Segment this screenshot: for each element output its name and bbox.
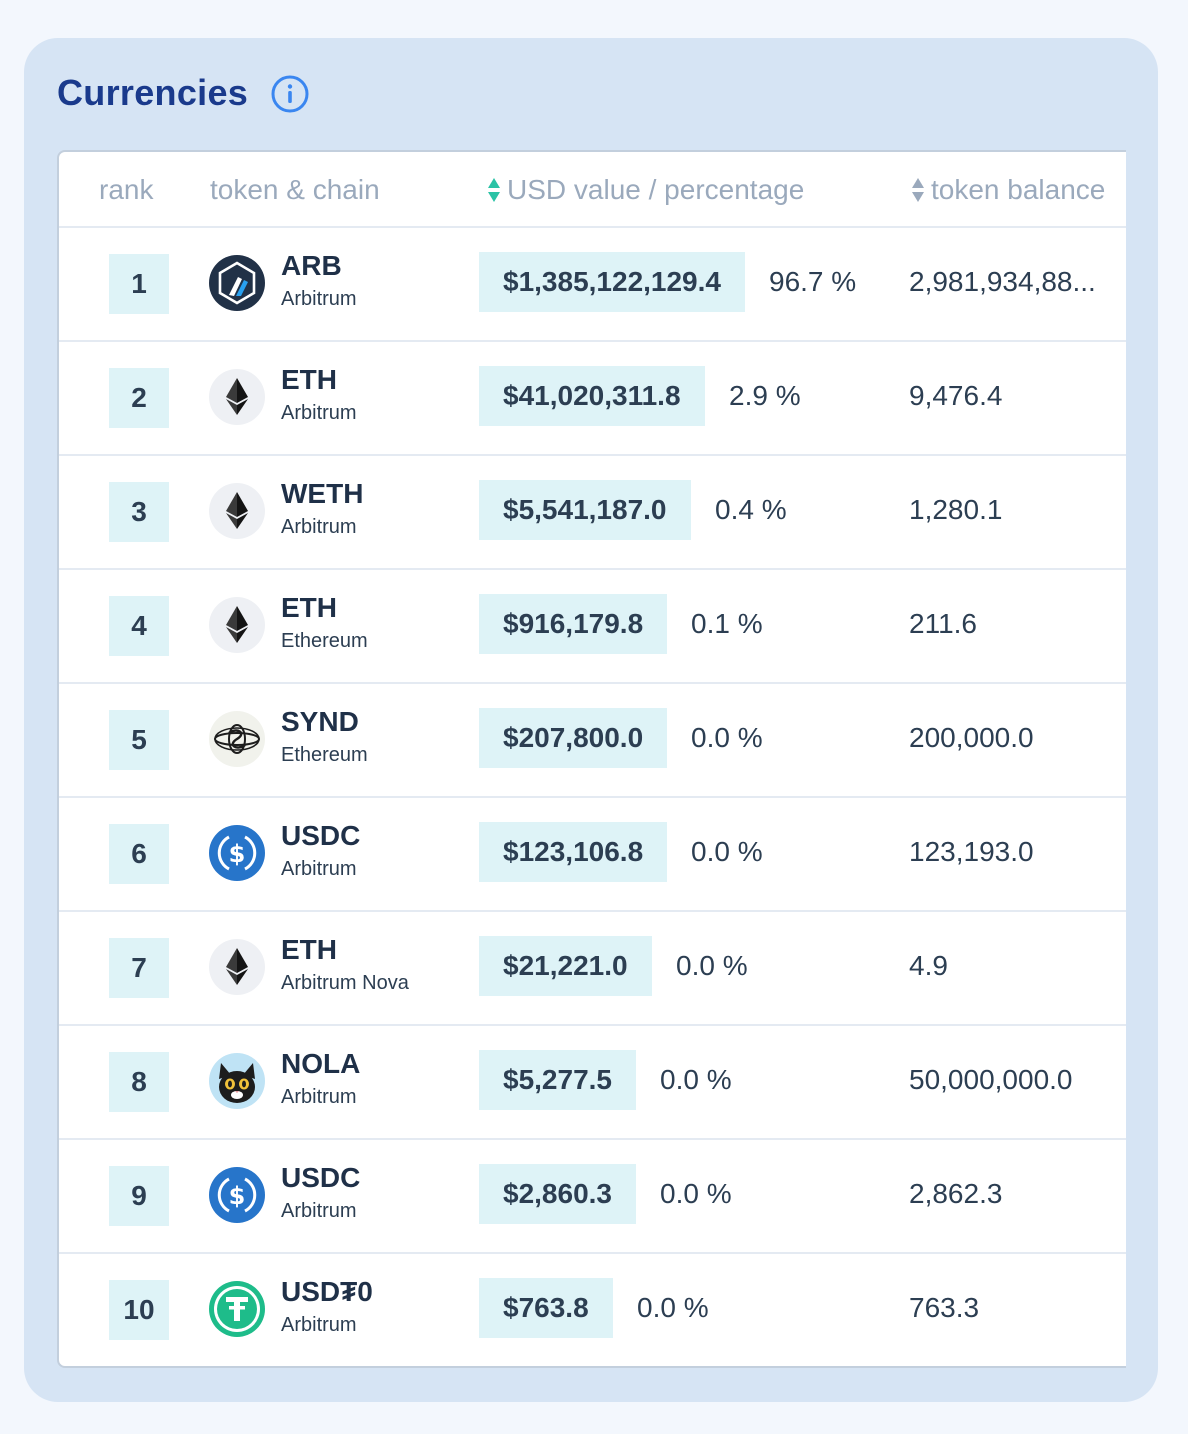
rank-badge: 6	[109, 824, 169, 884]
token-symbol[interactable]: SYND	[281, 706, 359, 737]
rank-badge: 4	[109, 596, 169, 656]
ethereum-icon	[209, 597, 265, 653]
token-balance: 1,280.1	[909, 494, 1003, 525]
percentage-text: 0.0 %	[660, 1064, 732, 1095]
usd-value-pill: $41,020,311.8	[479, 366, 705, 426]
header-usd-value[interactable]: USD value / percentage	[487, 174, 804, 206]
usd-value-pill: $763.8	[479, 1278, 613, 1338]
token-balance: 763.3	[909, 1292, 980, 1323]
header-rank: rank	[99, 174, 154, 205]
usd-value-pill: $207,800.0	[479, 708, 668, 768]
ethereum-icon	[209, 369, 265, 425]
card-title: Currencies	[57, 72, 249, 113]
token-symbol[interactable]: ETH	[281, 364, 337, 395]
rank-badge: 3	[109, 482, 169, 542]
token-chain: Arbitrum	[281, 516, 357, 538]
ethereum-icon	[209, 483, 265, 539]
usdt0-icon	[209, 1281, 265, 1337]
header-token-balance[interactable]: token balance	[911, 174, 1105, 206]
token-balance: 211.6	[909, 608, 977, 639]
currencies-card: Currencies rank token & chain USD value …	[24, 38, 1158, 1402]
usd-value-pill: $916,179.8	[479, 594, 668, 654]
token-symbol[interactable]: WETH	[281, 478, 364, 509]
nola-cat-icon	[209, 1053, 265, 1109]
header-token-chain: token & chain	[210, 174, 380, 205]
table-row[interactable]: 1 ARB Arbitrum $1,385,122,129.4 96.7 % 2…	[59, 228, 1126, 342]
usdc-icon: $	[209, 1167, 265, 1223]
table-row[interactable]: 10 USD₮0 Arbitrum $763.8 0.0 % 763.3	[59, 1254, 1126, 1366]
token-balance: 2,981,934,88...	[909, 266, 1096, 297]
token-chain: Arbitrum	[281, 858, 357, 880]
ethereum-icon	[209, 939, 265, 995]
arbitrum-icon	[209, 255, 265, 311]
table-row[interactable]: 6 $ USDC Arbitrum $123,106.8 0.0 % 123,1…	[59, 798, 1126, 912]
token-balance: 2,862.3	[909, 1178, 1003, 1209]
usd-value-pill: $5,277.5	[479, 1050, 636, 1110]
rank-badge: 2	[109, 368, 169, 428]
header-token-balance-label: token balance	[931, 174, 1106, 205]
usd-value-pill: $2,860.3	[479, 1164, 636, 1224]
usd-value-pill: $21,221.0	[479, 936, 652, 996]
rank-badge: 1	[109, 254, 169, 314]
usd-value-pill: $1,385,122,129.4	[479, 252, 745, 312]
synd-icon	[209, 711, 265, 767]
token-symbol[interactable]: NOLA	[281, 1048, 361, 1079]
svg-text:$: $	[229, 1182, 246, 1210]
currencies-table: rank token & chain USD value / percentag…	[57, 150, 1126, 1368]
token-chain: Arbitrum	[281, 1200, 357, 1222]
token-chain: Arbitrum	[281, 402, 357, 424]
token-chain: Ethereum	[281, 630, 368, 652]
usd-value-pill: $123,106.8	[479, 822, 668, 882]
percentage-text: 0.1 %	[691, 608, 763, 639]
token-chain: Arbitrum	[281, 1086, 357, 1108]
percentage-text: 96.7 %	[769, 266, 857, 297]
header-usd-value-label: USD value / percentage	[507, 174, 805, 205]
svg-text:$: $	[229, 840, 246, 868]
table-row[interactable]: 2 ETH Arbitrum $41,020,311.8 2.9 % 9,476…	[59, 342, 1126, 456]
table-header: rank token & chain USD value / percentag…	[59, 152, 1126, 228]
sort-icon	[912, 177, 924, 202]
percentage-text: 0.0 %	[637, 1292, 709, 1323]
token-balance: 4.9	[909, 950, 948, 981]
percentage-text: 0.0 %	[660, 1178, 732, 1209]
percentage-text: 2.9 %	[729, 380, 801, 411]
token-balance: 123,193.0	[909, 836, 1034, 867]
rank-badge: 10	[109, 1280, 169, 1340]
token-chain: Arbitrum	[281, 1314, 357, 1336]
percentage-text: 0.0 %	[676, 950, 748, 981]
rank-badge: 7	[109, 938, 169, 998]
table-row[interactable]: 5 SYND Ethereum $207,800.0 0.0 % 200,000…	[59, 684, 1126, 798]
token-symbol[interactable]: ETH	[281, 934, 337, 965]
token-symbol[interactable]: USDC	[281, 820, 361, 851]
rank-badge: 8	[109, 1052, 169, 1112]
token-chain: Arbitrum Nova	[281, 972, 409, 994]
table-row[interactable]: 7 ETH Arbitrum Nova $21,221.0 0.0 % 4.9	[59, 912, 1126, 1026]
percentage-text: 0.0 %	[691, 722, 763, 753]
token-balance: 9,476.4	[909, 380, 1003, 411]
sort-icon	[488, 177, 500, 202]
table-row[interactable]: 3 WETH Arbitrum $5,541,187.0 0.4 % 1,280…	[59, 456, 1126, 570]
table-row[interactable]: 4 ETH Ethereum $916,179.8 0.1 % 211.6	[59, 570, 1126, 684]
usd-value-pill: $5,541,187.0	[479, 480, 691, 540]
token-symbol[interactable]: ETH	[281, 592, 337, 623]
usdc-icon: $	[209, 825, 265, 881]
table-row[interactable]: 9 $ USDC Arbitrum $2,860.3 0.0 % 2,862.3	[59, 1140, 1126, 1254]
table-row[interactable]: 8 NOLA Arbitrum $5,277.5 0.0 % 50,000,00…	[59, 1026, 1126, 1140]
rank-badge: 5	[109, 710, 169, 770]
token-symbol[interactable]: ARB	[281, 250, 342, 281]
percentage-text: 0.4 %	[715, 494, 787, 525]
token-chain: Ethereum	[281, 744, 368, 766]
token-balance: 200,000.0	[909, 722, 1034, 753]
info-icon[interactable]	[271, 75, 309, 113]
token-balance: 50,000,000.0	[909, 1064, 1073, 1095]
rank-badge: 9	[109, 1166, 169, 1226]
token-chain: Arbitrum	[281, 288, 357, 310]
token-symbol[interactable]: USD₮0	[281, 1276, 373, 1307]
percentage-text: 0.0 %	[691, 836, 763, 867]
token-symbol[interactable]: USDC	[281, 1162, 361, 1193]
